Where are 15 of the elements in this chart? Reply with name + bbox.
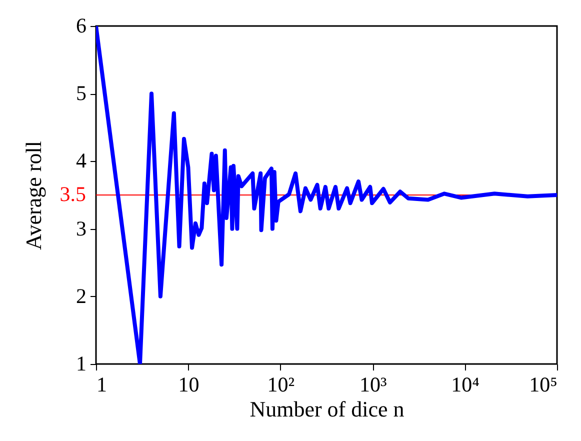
y-tick-label: 6 [76, 14, 86, 38]
ref-line-label: 3.5 [60, 182, 86, 206]
x-tick-label: 1 [96, 372, 107, 396]
x-tick-label: 10 [178, 372, 200, 396]
y-tick-label: 4 [76, 148, 87, 173]
x-tick-label: 10³ [359, 372, 387, 396]
x-tick-label: 10⁴ [451, 372, 480, 396]
y-axis-title: Average roll [21, 141, 46, 250]
x-tick-label: 10⁵ [529, 372, 558, 396]
y-tick-label: 2 [76, 284, 86, 308]
y-tick-label: 3 [76, 216, 86, 240]
x-tick-label: 10² [267, 372, 295, 396]
x-axis-title: Number of dice n [250, 396, 404, 422]
y-tick-label: 5 [76, 81, 86, 106]
y-tick-label: 1 [76, 352, 86, 376]
